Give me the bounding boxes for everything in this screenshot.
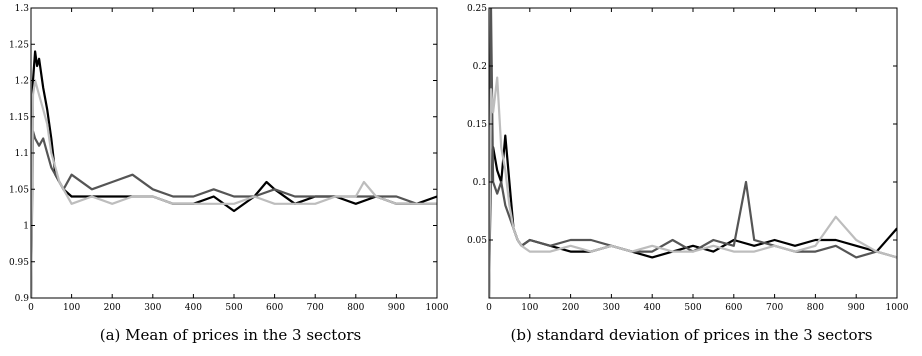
std-y-tick-label: 0.1 — [473, 178, 487, 188]
chart-panel-std: 0 100 200 300 400 500 600 700 800 900 1000 0.05 0.1 0… — [461, 0, 922, 356]
mean-series-1-line — [31, 50, 437, 298]
std-plot-frame — [488, 7, 898, 299]
std-x-tick-label: 500 — [684, 303, 701, 313]
std-x-tick-label: 800 — [807, 303, 824, 313]
mean-x-tick-label: 300 — [144, 303, 161, 313]
mean-x-tick-label: 800 — [347, 303, 364, 313]
std-prices-chart: 0 100 200 300 400 500 600 700 800 900 1000 0.05 0.1 0… — [467, 4, 909, 313]
mean-series-3-line — [31, 79, 437, 298]
mean-x-tick-label: 100 — [63, 303, 80, 313]
std-x-tick-label: 600 — [725, 303, 742, 313]
mean-x-tick-label: 1000 — [426, 303, 449, 313]
mean-y-tick-label: 0.95 — [9, 258, 29, 268]
caption-std: (b) standard deviation of prices in the … — [510, 326, 873, 344]
std-x-tick-label: 1000 — [886, 303, 909, 313]
mean-x-tick-label: 700 — [307, 303, 324, 313]
std-y-tick-label: 0.05 — [467, 236, 487, 246]
mean-x-tick-label: 400 — [185, 303, 202, 313]
mean-x-tick-label: 200 — [104, 303, 121, 313]
mean-x-tick-label: 900 — [388, 303, 405, 313]
std-x-tick-label: 900 — [848, 303, 865, 313]
mean-series-2-line — [31, 130, 437, 298]
mean-x-tick-label: 600 — [266, 303, 283, 313]
std-y-tick-label: 0.25 — [467, 4, 487, 14]
std-x-tick-label: 300 — [603, 303, 620, 313]
std-x-tick-label: 400 — [644, 303, 661, 313]
mean-y-tick-label: 1.3 — [15, 4, 30, 14]
mean-y-tick-label: 1.15 — [9, 113, 29, 123]
mean-x-tick-label: 0 — [28, 303, 34, 313]
mean-x-tick-label: 500 — [225, 303, 242, 313]
std-series-3-line — [489, 76, 897, 298]
std-x-tick-label: 700 — [766, 303, 783, 313]
caption-mean: (a) Mean of prices in the 3 sectors — [99, 326, 362, 344]
chart-panel-mean: 0 100 200 300 400 500 600 700 800 900 1000 0.9 0.95 1… — [9, 4, 449, 344]
mean-y-tick-label: 1.2 — [15, 77, 29, 87]
mean-y-tick-label: 0.9 — [15, 294, 30, 304]
std-y-tick-label: 0.2 — [473, 62, 487, 72]
std-x-tick-label: 0 — [486, 303, 492, 313]
std-x-tick-label: 100 — [521, 303, 538, 313]
std-y-tick-label: 0.15 — [467, 120, 487, 130]
mean-plot-frame — [30, 7, 438, 299]
mean-y-tick-label: 1.25 — [9, 40, 29, 50]
std-x-tick-label: 200 — [562, 303, 579, 313]
mean-y-tick-label: 1.1 — [15, 149, 29, 159]
mean-y-tick-label: 1.05 — [9, 185, 29, 195]
std-series-2-line — [489, 8, 897, 298]
mean-prices-chart: 0 100 200 300 400 500 600 700 800 900 1000 0.9 0.95 1… — [9, 4, 449, 313]
mean-y-tick-label: 1 — [23, 222, 29, 232]
